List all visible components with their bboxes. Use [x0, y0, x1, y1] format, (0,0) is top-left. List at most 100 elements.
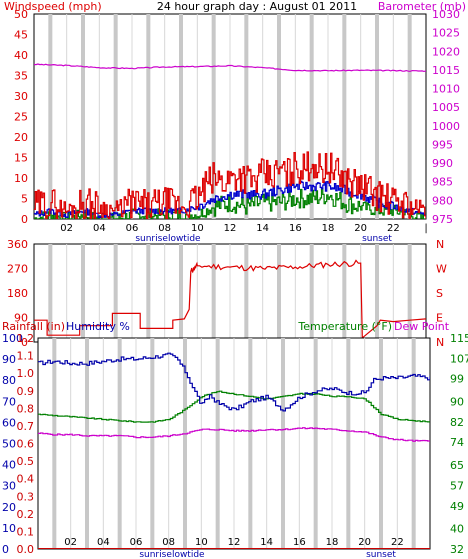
hour-tick-label: 20 [354, 223, 367, 234]
hour-tick-label: 04 [97, 537, 110, 548]
temperature-tick-label: 49 [450, 500, 464, 513]
temperature-tick-label: 82 [450, 416, 464, 429]
sunset-label: sunset [362, 234, 392, 244]
hour-tick-label: 08 [162, 537, 175, 548]
barometer-tick-label: 1010 [432, 83, 460, 96]
wind-tick-label: 50 [14, 8, 28, 21]
barometer-tick-label: 1000 [432, 120, 460, 133]
wind-tick-label: 40 [14, 49, 28, 62]
barometer-axis-label: Barometer (mb) [378, 0, 466, 13]
temperature-tick-label: 99 [450, 373, 464, 386]
temperature-tick-label: 57 [450, 479, 464, 492]
barometer-series-line [34, 63, 426, 73]
humidity-tick-label: 100 [2, 332, 23, 345]
hour-tick-label: 14 [256, 223, 269, 234]
direction-tick-label: 270 [7, 263, 28, 276]
windspeed-axis-label: Windspeed (mph) [4, 0, 102, 13]
humidity-tick-label: 10 [2, 522, 16, 535]
barometer-tick-label: 1030 [432, 8, 460, 21]
wind-tick-label: 20 [14, 131, 28, 144]
direction-tick-label: 180 [7, 287, 28, 300]
direction-tick-label: 90 [14, 312, 28, 325]
direction-tick-label: 0 [21, 336, 28, 349]
temperature-tick-label: 32 [450, 543, 464, 556]
rainfall-tick-label: 0.0 [17, 543, 35, 556]
wind-tick-label: 45 [14, 29, 28, 42]
hour-tick-label: | [424, 223, 427, 234]
barometer-tick-label: 995 [432, 138, 453, 151]
barometer-tick-label: 975 [432, 213, 453, 226]
humidity-tick-label: 20 [2, 501, 16, 514]
compass-label-e: E [436, 312, 443, 325]
rainfall-tick-label: 0.8 [17, 402, 35, 415]
temperature-series-line [38, 390, 430, 423]
rainfall-tick-label: 0.7 [17, 420, 35, 433]
hour-tick-label: 12 [224, 223, 237, 234]
humidity-tick-label: 40 [2, 459, 16, 472]
barometer-tick-label: 1020 [432, 45, 460, 58]
barometer-tick-label: 985 [432, 176, 453, 189]
humidity-series-line [38, 352, 430, 412]
rainfall-tick-label: 0.4 [17, 473, 35, 486]
wind-average-series-line [34, 180, 426, 219]
temperature-tick-label: 107 [450, 352, 468, 365]
hour-tick-label: 10 [191, 223, 204, 234]
hour-tick-label: 18 [326, 537, 339, 548]
hour-tick-label: 12 [228, 537, 241, 548]
humidity-tick-label: 30 [2, 480, 16, 493]
barometer-tick-label: 980 [432, 194, 453, 207]
dewpoint-series-line [38, 427, 430, 442]
compass-label-n: N [436, 336, 444, 349]
rainfall-tick-label: 0.5 [17, 455, 35, 468]
temperature-tick-label: 74 [450, 436, 464, 449]
barometer-tick-label: 1005 [432, 101, 460, 114]
wind-barometer-panel: 0510152025303540455097598098599099510001… [14, 8, 460, 244]
wind-tick-label: 5 [21, 193, 28, 206]
hour-tick-label: 04 [93, 223, 106, 234]
hour-tick-label: 14 [260, 537, 273, 548]
lowtide-label: lowtide [172, 550, 205, 559]
wind-tick-label: 15 [14, 152, 28, 165]
sunset-label: sunset [366, 550, 396, 559]
hour-tick-label: 20 [358, 537, 371, 548]
direction-tick-label: 360 [7, 238, 28, 251]
humidity-tick-label: 90 [2, 353, 16, 366]
temperature-tick-label: 115 [450, 332, 468, 345]
barometer-tick-label: 990 [432, 157, 453, 170]
compass-label-s: S [436, 287, 443, 300]
barometer-tick-label: 1015 [432, 64, 460, 77]
rainfall-axis-label: Rainfall (in) [2, 320, 65, 333]
plot-series [34, 259, 426, 340]
wind-tick-label: 0 [21, 213, 28, 226]
hour-tick-label: 18 [322, 223, 335, 234]
hour-tick-label: 06 [126, 223, 139, 234]
temperature-tick-label: 40 [450, 523, 464, 536]
temperature-axis-label: Temperature (°F) [297, 320, 392, 333]
rainfall-tick-label: 0.2 [17, 508, 35, 521]
hour-tick-label: 08 [158, 223, 171, 234]
humidity-tick-label: 80 [2, 374, 16, 387]
dewpoint-axis-label: Dew Point [394, 320, 450, 333]
hour-tick-label: 06 [130, 537, 143, 548]
rainfall-tick-label: 0.3 [17, 490, 35, 503]
wind-tick-label: 35 [14, 70, 28, 83]
compass-label-w: W [436, 263, 447, 276]
hour-tick-label: 02 [64, 537, 77, 548]
chart-title: 24 hour graph day : August 01 2011 [157, 0, 357, 13]
rain-humidity-temperature-panel: 01020304050607080901000.00.10.20.30.40.5… [2, 332, 468, 559]
humidity-axis-label: Humidity % [66, 320, 130, 333]
temperature-tick-label: 90 [450, 396, 464, 409]
lowtide-label: lowtide [168, 234, 201, 244]
hour-tick-label: 02 [60, 223, 73, 234]
rainfall-tick-label: 0.1 [17, 525, 35, 538]
rainfall-tick-label: 1.1 [17, 350, 35, 363]
hour-tick-label: 16 [293, 537, 306, 548]
humidity-tick-label: 0 [2, 543, 9, 556]
wind-tick-label: 25 [14, 111, 28, 124]
humidity-tick-label: 70 [2, 395, 16, 408]
rainfall-tick-label: 0.9 [17, 385, 35, 398]
rainfall-tick-label: 0.6 [17, 438, 35, 451]
sunrise-label: sunrise [135, 234, 168, 244]
plot-series [38, 352, 430, 549]
